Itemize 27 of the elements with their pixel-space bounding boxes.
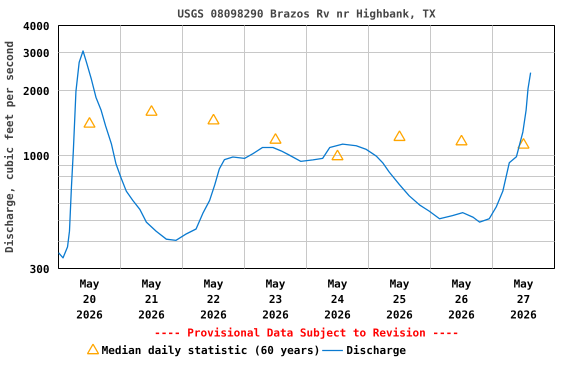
x-tick-label: May 25 2026 bbox=[386, 278, 414, 322]
point bbox=[83, 116, 96, 128]
point bbox=[393, 130, 406, 142]
text: ---- Provisional Data Subject to Revision ---- bbox=[154, 326, 459, 340]
x-tick-label: May 24 2026 bbox=[324, 278, 352, 322]
legend-label: Discharge bbox=[346, 344, 406, 357]
point bbox=[331, 149, 344, 160]
x-tick-label: May 22 2026 bbox=[200, 278, 228, 322]
y-tick-label: 4000 bbox=[23, 20, 50, 33]
point bbox=[455, 134, 468, 146]
x-tick-label: May 26 2026 bbox=[448, 278, 476, 322]
x-tick-label: May 20 2026 bbox=[76, 278, 104, 322]
point bbox=[517, 138, 530, 149]
x-tick-label: May 21 2026 bbox=[138, 278, 166, 322]
chart-title: USGS 08098290 Brazos Rv nr Highbank, TX bbox=[177, 8, 436, 20]
y-axis-title: Discharge, cubic feet per second bbox=[3, 41, 16, 253]
legend-label: Median daily statistic (60 years) bbox=[102, 344, 320, 357]
x-tick-label: May 23 2026 bbox=[262, 278, 290, 322]
point bbox=[269, 133, 282, 144]
line-series bbox=[58, 50, 532, 259]
point bbox=[207, 114, 220, 125]
y-tick-label: 1000 bbox=[23, 150, 50, 164]
y-tick-label: 3000 bbox=[23, 46, 50, 60]
point bbox=[145, 105, 158, 116]
y-tick-label: 300 bbox=[30, 263, 50, 276]
x-tick-label: May 27 2026 bbox=[510, 278, 538, 322]
y-tick-label: 2000 bbox=[23, 85, 50, 98]
